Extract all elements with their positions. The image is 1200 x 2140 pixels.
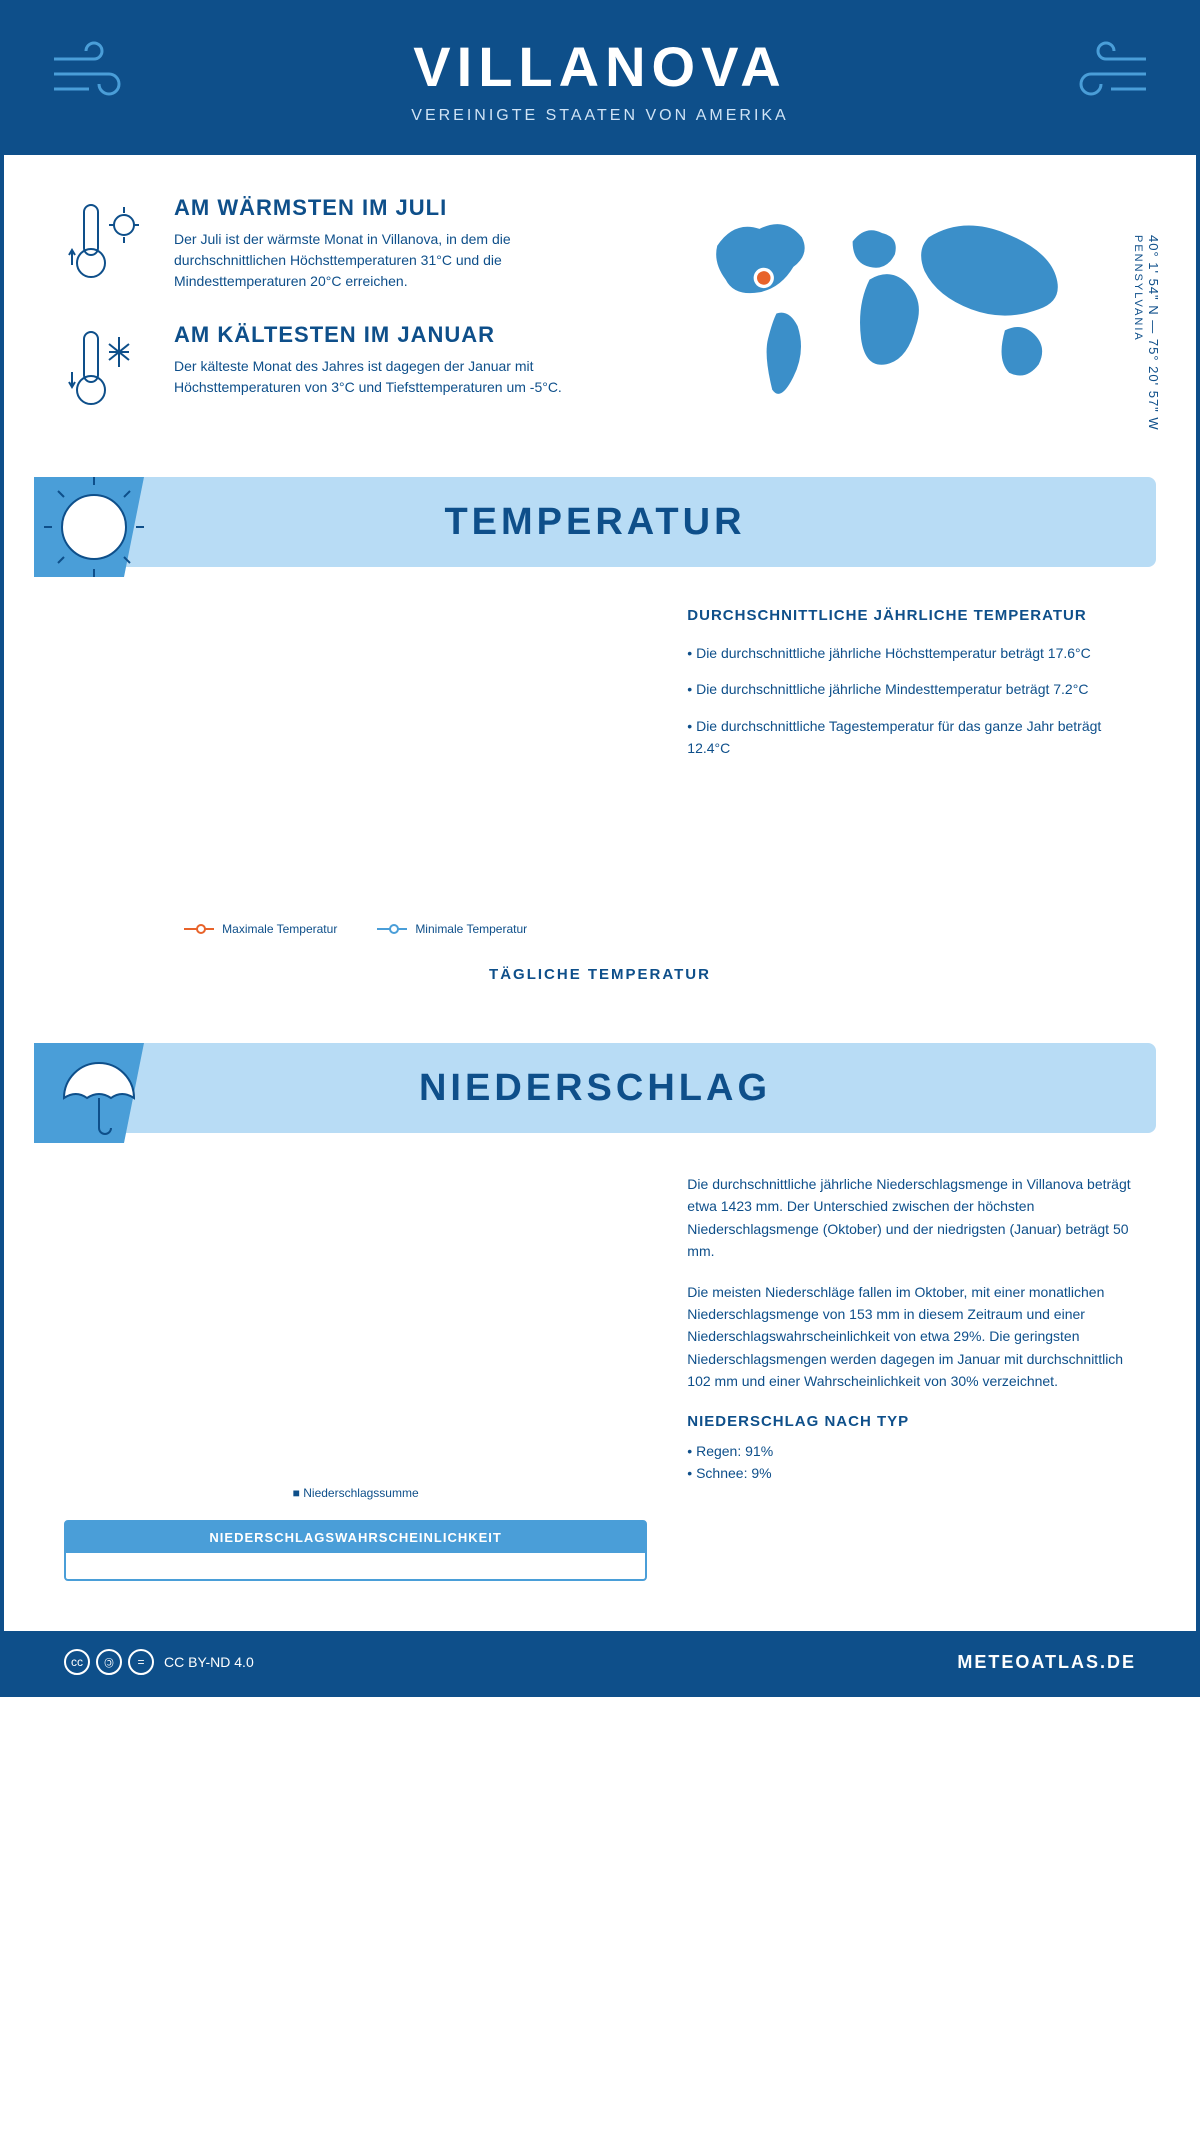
probability-grid	[66, 1553, 645, 1569]
chart-legend: .legend-item:nth-child(1) .legend-line::…	[64, 922, 647, 936]
bar-legend: Niederschlagssumme	[64, 1486, 647, 1500]
daily-temperature: TÄGLICHE TEMPERATUR	[4, 956, 1196, 1043]
temperature-content: .legend-item:nth-child(1) .legend-line::…	[4, 567, 1196, 956]
footer: cc 🄯 = CC BY-ND 4.0 METEOATLAS.DE	[4, 1631, 1196, 1693]
thermometer-hot-icon	[64, 195, 154, 292]
warmest-heading: AM WÄRMSTEN IM JULI	[174, 195, 580, 221]
probability-box: NIEDERSCHLAGSWAHRSCHEINLICHKEIT	[64, 1520, 647, 1581]
page-title: VILLANOVA	[44, 34, 1156, 99]
page: VILLANOVA VEREINIGTE STAATEN VON AMERIKA…	[0, 0, 1200, 1697]
temperature-section-bar: TEMPERATUR	[44, 477, 1156, 567]
wind-icon	[1056, 34, 1156, 109]
precip-type-item: • Schnee: 9%	[687, 1462, 1136, 1484]
coldest-text: Der kälteste Monat des Jahres ist dagege…	[174, 356, 580, 398]
probability-heading: NIEDERSCHLAGSWAHRSCHEINLICHKEIT	[66, 1522, 645, 1553]
footer-license: cc 🄯 = CC BY-ND 4.0	[64, 1649, 254, 1675]
precipitation-section-bar: NIEDERSCHLAG	[44, 1043, 1156, 1133]
precipitation-bar-chart	[64, 1173, 647, 1473]
temp-info-item: • Die durchschnittliche jährliche Höchst…	[687, 642, 1136, 664]
thermometer-cold-icon	[64, 322, 154, 417]
daily-temp-title: TÄGLICHE TEMPERATUR	[64, 966, 1136, 983]
temperature-chart: .legend-item:nth-child(1) .legend-line::…	[64, 607, 647, 936]
precipitation-chart-column: Niederschlagssumme NIEDERSCHLAGSWAHRSCHE…	[64, 1173, 647, 1581]
precipitation-text-column: Die durchschnittliche jährliche Niedersc…	[687, 1173, 1136, 1581]
world-map	[620, 195, 1136, 415]
coords-latlon: 40° 1' 54" N — 75° 20' 57" W	[1146, 235, 1161, 431]
intro-section: AM WÄRMSTEN IM JULI Der Juli ist der wär…	[4, 155, 1196, 477]
legend-min: .legend-item:nth-child(2) .legend-line::…	[377, 922, 527, 936]
license-text: CC BY-ND 4.0	[164, 1654, 254, 1670]
coords-region: PENNSYLVANIA	[1132, 235, 1144, 342]
temperature-title: TEMPERATUR	[34, 501, 1156, 544]
temp-info-heading: DURCHSCHNITTLICHE JÄHRLICHE TEMPERATUR	[687, 607, 1136, 624]
precip-type-heading: NIEDERSCHLAG NACH TYP	[687, 1413, 1136, 1430]
precip-type-item: • Regen: 91%	[687, 1440, 1136, 1462]
header: VILLANOVA VEREINIGTE STAATEN VON AMERIKA	[4, 4, 1196, 155]
precip-text: Die durchschnittliche jährliche Niedersc…	[687, 1173, 1136, 1263]
coldest-heading: AM KÄLTESTEN IM JANUAR	[174, 322, 580, 348]
precipitation-title: NIEDERSCHLAG	[34, 1067, 1156, 1110]
precipitation-content: Niederschlagssumme NIEDERSCHLAGSWAHRSCHE…	[4, 1133, 1196, 1611]
intro-text-column: AM WÄRMSTEN IM JULI Der Juli ist der wär…	[64, 195, 580, 447]
warmest-text: Der Juli ist der wärmste Monat in Villan…	[174, 229, 580, 292]
by-icon: 🄯	[96, 1649, 122, 1675]
nd-icon: =	[128, 1649, 154, 1675]
coordinates: 40° 1' 54" N — 75° 20' 57" W PENNSYLVANI…	[1131, 235, 1161, 431]
page-subtitle: VEREINIGTE STAATEN VON AMERIKA	[44, 107, 1156, 125]
temperature-info: DURCHSCHNITTLICHE JÄHRLICHE TEMPERATUR •…	[687, 607, 1136, 936]
precip-text: Die meisten Niederschläge fallen im Okto…	[687, 1281, 1136, 1393]
temp-info-item: • Die durchschnittliche Tagestemperatur …	[687, 715, 1136, 760]
cc-icons: cc 🄯 =	[64, 1649, 154, 1675]
temp-info-item: • Die durchschnittliche jährliche Mindes…	[687, 678, 1136, 700]
wind-icon	[44, 34, 144, 109]
map-column: 40° 1' 54" N — 75° 20' 57" W PENNSYLVANI…	[620, 195, 1136, 447]
warmest-block: AM WÄRMSTEN IM JULI Der Juli ist der wär…	[64, 195, 580, 292]
coldest-block: AM KÄLTESTEN IM JANUAR Der kälteste Mona…	[64, 322, 580, 417]
footer-site: METEOATLAS.DE	[957, 1652, 1136, 1673]
legend-max: .legend-item:nth-child(1) .legend-line::…	[184, 922, 337, 936]
cc-icon: cc	[64, 1649, 90, 1675]
